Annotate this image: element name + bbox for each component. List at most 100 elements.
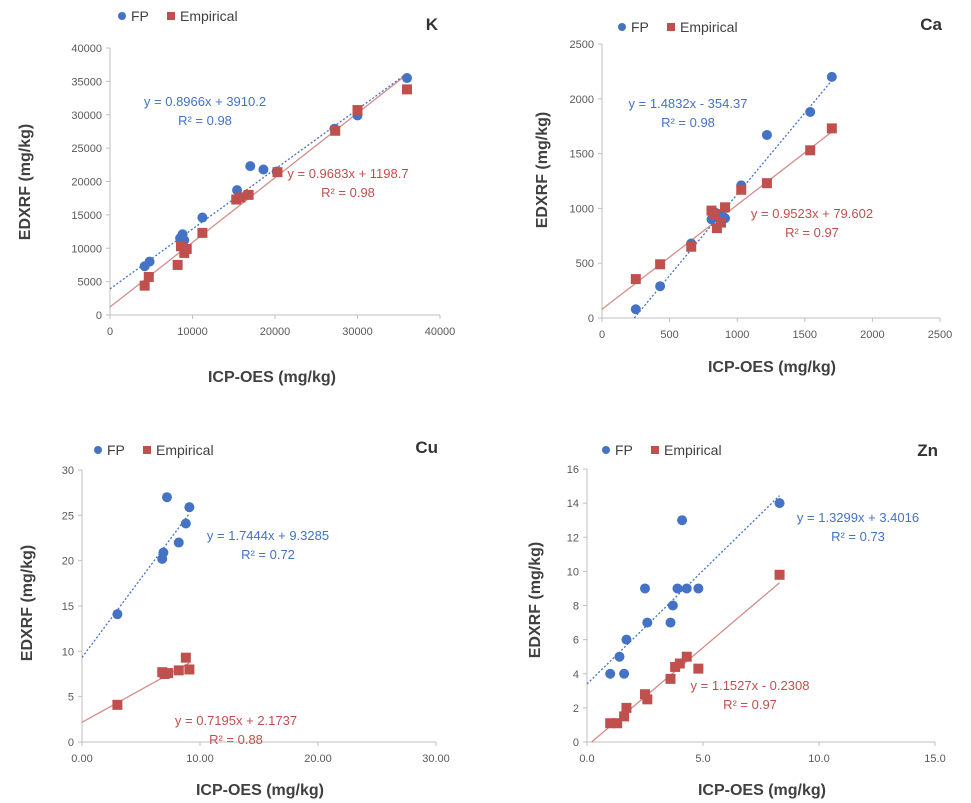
fp-point — [621, 634, 632, 645]
x-tick-label: 0.0 — [579, 753, 594, 765]
element-label: K — [426, 15, 439, 34]
empirical-point — [686, 241, 697, 252]
fp-point — [655, 281, 666, 292]
element-label: Ca — [920, 15, 942, 34]
empirical-point — [184, 664, 195, 675]
empirical-point — [720, 202, 731, 213]
empirical-point — [711, 223, 722, 234]
x-tick-label: 20000 — [260, 326, 291, 338]
x-tick-label: 10000 — [177, 326, 208, 338]
y-tick-label: 0 — [96, 310, 102, 322]
equation-empirical: y = 0.9523x + 79.602 — [751, 206, 873, 221]
fp-point — [667, 600, 678, 611]
fp-point — [402, 73, 412, 84]
x-tick-label: 10.00 — [186, 753, 214, 765]
empirical-point — [709, 209, 720, 220]
empirical-point — [172, 259, 183, 270]
element-label: Zn — [917, 441, 938, 460]
empirical-point — [715, 217, 726, 228]
empirical-point — [630, 274, 641, 285]
empirical-point — [621, 702, 632, 713]
fp-point — [640, 583, 650, 594]
y-tick-label: 10 — [62, 646, 74, 658]
y-tick-label: 4 — [573, 669, 579, 681]
empirical-point — [143, 271, 154, 282]
equation-fp: y = 1.4832x - 354.37 — [629, 96, 748, 111]
y-tick-label: 15000 — [71, 210, 102, 222]
y-tick-label: 30 — [62, 465, 74, 477]
fp-point — [112, 609, 123, 620]
empirical-point — [619, 711, 630, 722]
fp-point — [672, 583, 683, 594]
chart-k: 0 10000 20000 30000 40000 0 5000 10000 15000 2000… — [17, 8, 455, 386]
equation-fp: y = 0.8966x + 3910.2 — [144, 94, 266, 109]
y-tick-label: 30000 — [71, 110, 102, 122]
y-tick-label: 8 — [573, 601, 579, 613]
empirical-point — [642, 694, 653, 705]
empirical-point — [805, 145, 816, 156]
r-squared-fp: R² = 0.98 — [178, 113, 232, 128]
fp-point — [605, 668, 616, 679]
x-tick-label: 20.00 — [304, 753, 332, 765]
empirical-point — [674, 658, 685, 669]
empirical-point — [175, 241, 186, 252]
y-tick-label: 15 — [62, 601, 74, 613]
y-tick-label: 20 — [62, 556, 74, 568]
y-axis-title: EDXRF (mg/kg) — [19, 545, 36, 661]
x-axis-title: ICP-OES (mg/kg) — [208, 369, 336, 386]
fp-point — [184, 502, 195, 513]
equation-empirical: y = 0.7195x + 2.1737 — [175, 713, 297, 728]
y-tick-label: 0 — [588, 313, 594, 325]
r-squared-empirical: R² = 0.97 — [723, 697, 777, 712]
empirical-point — [736, 184, 747, 195]
y-tick-label: 14 — [567, 498, 579, 510]
empirical-point — [197, 227, 208, 238]
fp-point — [158, 547, 169, 558]
equation-empirical: y = 1.1527x - 0.2308 — [691, 678, 810, 693]
empirical-point — [173, 665, 184, 676]
y-axis-title: EDXRF (mg/kg) — [527, 542, 544, 658]
legend-empirical-marker — [167, 12, 175, 20]
fp-point — [826, 71, 837, 82]
fp-point — [761, 129, 772, 140]
empirical-point — [655, 259, 666, 270]
y-axis-title: EDXRF (mg/kg) — [17, 124, 34, 240]
y-tick-label: 2500 — [570, 39, 594, 51]
x-axis-title: ICP-OES (mg/kg) — [698, 782, 826, 799]
fp-point — [665, 617, 676, 628]
fp-point — [681, 583, 692, 594]
x-tick-label: 30.00 — [422, 753, 450, 765]
legend-empirical-label: Empirical — [156, 442, 214, 458]
empirical-point — [693, 663, 704, 674]
y-axis-title: EDXRF (mg/kg) — [534, 112, 551, 228]
trendline-fp — [633, 80, 833, 319]
x-tick-label: 5.0 — [695, 753, 710, 765]
fp-point — [245, 161, 256, 172]
y-tick-label: 20000 — [71, 177, 102, 189]
legend-fp-label: FP — [615, 442, 633, 458]
y-tick-label: 2 — [573, 703, 579, 715]
y-tick-label: 25 — [62, 510, 74, 522]
fp-point — [642, 617, 653, 628]
y-tick-label: 16 — [567, 464, 579, 476]
equation-fp: y = 1.7444x + 9.3285 — [207, 528, 329, 543]
legend-fp-marker — [118, 12, 126, 20]
r-squared-fp: R² = 0.98 — [661, 115, 715, 130]
legend-fp-marker — [618, 23, 626, 31]
legend-fp-marker — [602, 446, 610, 454]
x-tick-label: 2000 — [860, 329, 884, 341]
legend-empirical-label: Empirical — [180, 8, 238, 24]
empirical-point — [330, 125, 341, 136]
r-squared-empirical: R² = 0.97 — [785, 225, 839, 240]
chart-ca: 0 500 1000 1500 2000 2500 0 500 1000 1500 2000 2500… — [534, 15, 952, 376]
x-tick-label: 0 — [599, 329, 605, 341]
legend-fp-label: FP — [107, 442, 125, 458]
y-tick-label: 12 — [567, 532, 579, 544]
legend-fp-label: FP — [131, 8, 149, 24]
empirical-point — [681, 651, 692, 662]
x-tick-label: 40000 — [425, 326, 456, 338]
x-tick-label: 30000 — [342, 326, 373, 338]
y-tick-label: 0 — [573, 737, 579, 749]
y-tick-label: 10000 — [71, 243, 102, 255]
y-tick-label: 35000 — [71, 76, 102, 88]
